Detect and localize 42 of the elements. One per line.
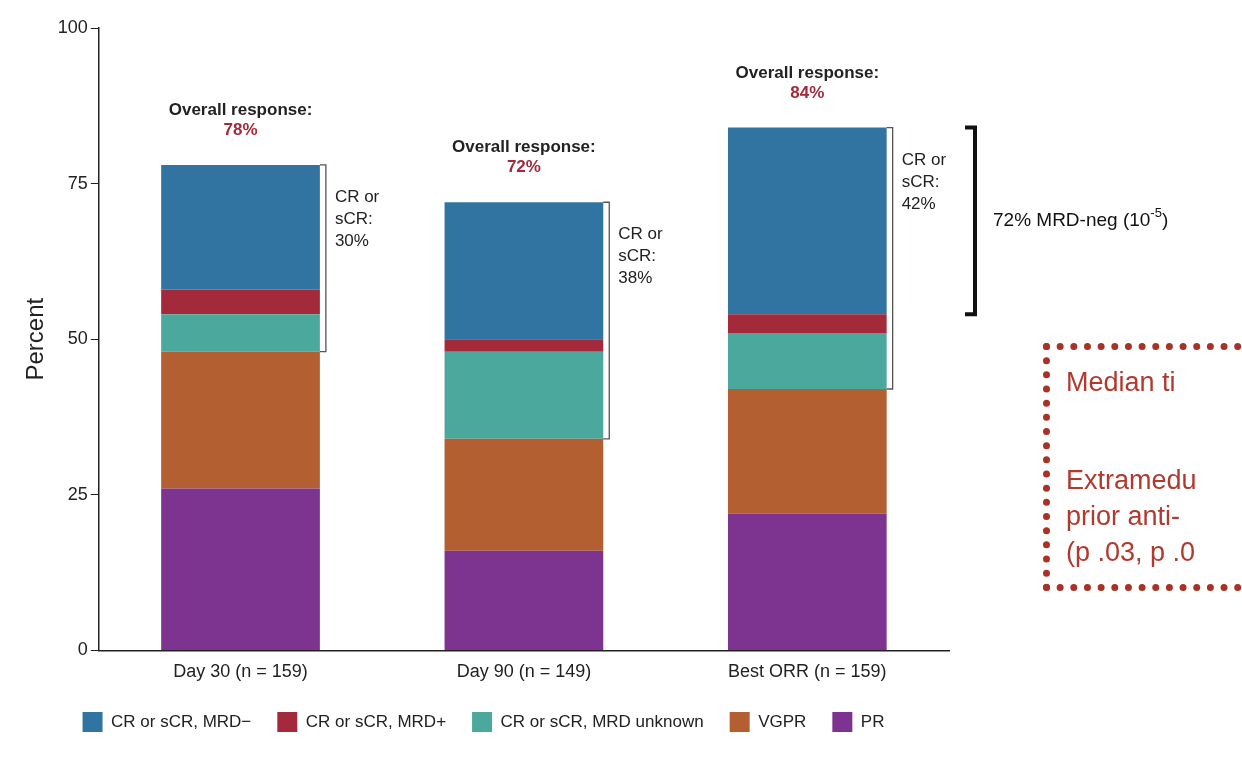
bar: [727, 388, 887, 514]
total-label: 72%: [506, 157, 541, 177]
annotation: Overall response:: [168, 100, 313, 120]
total-label: 84%: [790, 82, 825, 102]
bar: [727, 513, 887, 650]
bar: [444, 550, 604, 650]
y-axis-title: Percent: [21, 297, 49, 381]
legend-label: PR: [860, 711, 885, 731]
bar: [444, 438, 604, 551]
total-label: 78%: [223, 120, 258, 140]
legend-label: CR or sCR, MRD−: [111, 711, 252, 731]
bar: [161, 488, 320, 650]
x-tick-label: Day 90 (n = 149): [456, 661, 592, 682]
bar: [444, 202, 604, 340]
bar: [727, 127, 887, 315]
bar: [727, 314, 887, 333]
legend-label: CR or sCR, MRD+: [305, 711, 447, 731]
bar: [444, 339, 604, 352]
bar: [161, 351, 320, 489]
annotation: CR or sCR: 42%: [901, 149, 947, 213]
y-tick-label: 25: [67, 483, 88, 504]
y-tick-label: 75: [67, 172, 88, 193]
x-tick-label: Best ORR (n = 159): [728, 661, 887, 682]
bar: [161, 289, 320, 315]
text: Extramedu: [1066, 464, 1198, 497]
text: (p .03, p .0: [1066, 536, 1197, 569]
annotation: CR or sCR: 38%: [618, 224, 663, 288]
y-tick-label: 0: [77, 639, 88, 660]
annotation: Overall response:: [735, 62, 880, 82]
y-tick-label: 50: [67, 328, 88, 349]
legend-label: CR or sCR, MRD unknown: [500, 711, 704, 731]
legend-label: VGPR: [758, 711, 807, 731]
y-tick-label: 100: [57, 16, 88, 37]
annotation: CR or sCR: 30%: [334, 187, 380, 251]
bar: [161, 314, 320, 352]
annotation: Overall response:: [452, 137, 596, 157]
x-tick-label: Day 30 (n = 159): [173, 661, 308, 682]
bar: [444, 351, 604, 439]
bar: [727, 332, 887, 389]
bar: [161, 164, 320, 290]
text: Median ti: [1066, 366, 1177, 399]
text: prior anti-: [1066, 500, 1182, 533]
